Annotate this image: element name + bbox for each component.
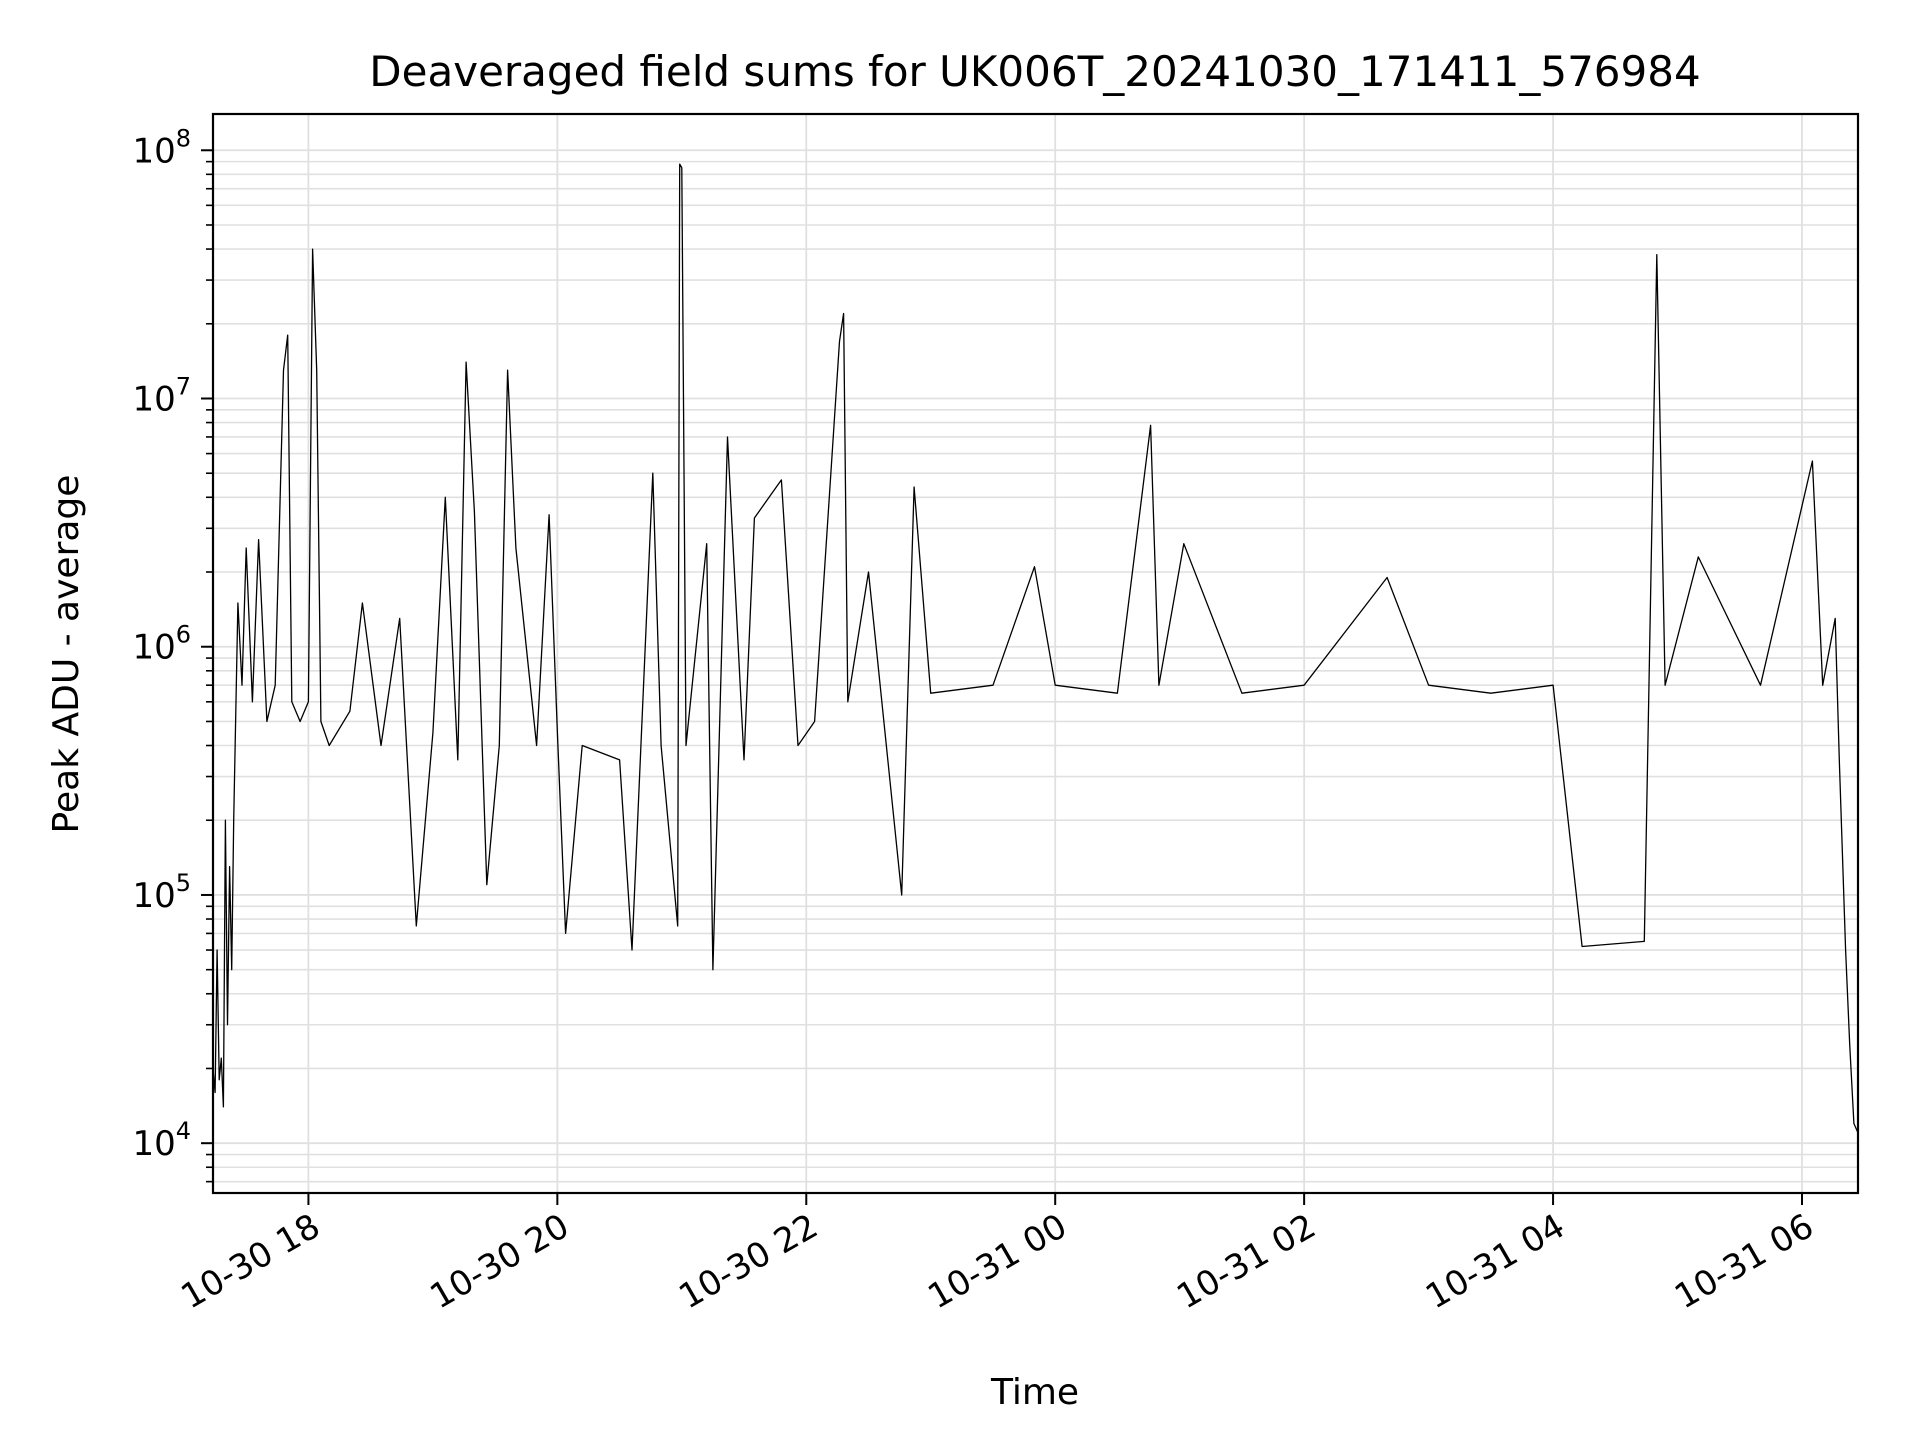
y-axis-label: Peak ADU - average bbox=[46, 475, 87, 834]
y-tick-label: 104 bbox=[132, 1117, 191, 1164]
x-axis-label: Time bbox=[990, 1372, 1079, 1413]
grid-layer bbox=[213, 114, 1858, 1193]
y-tick-label: 108 bbox=[132, 124, 191, 171]
y-tick-label: 106 bbox=[132, 621, 191, 668]
plot-frame bbox=[211, 112, 1860, 1195]
y-tick-label: 105 bbox=[132, 869, 191, 916]
chart-title: Deaveraged field sums for UK006T_2024103… bbox=[369, 47, 1700, 96]
y-tick-label: 107 bbox=[132, 373, 191, 420]
series-layer bbox=[213, 163, 1858, 1134]
series-line-0 bbox=[213, 163, 1858, 1134]
